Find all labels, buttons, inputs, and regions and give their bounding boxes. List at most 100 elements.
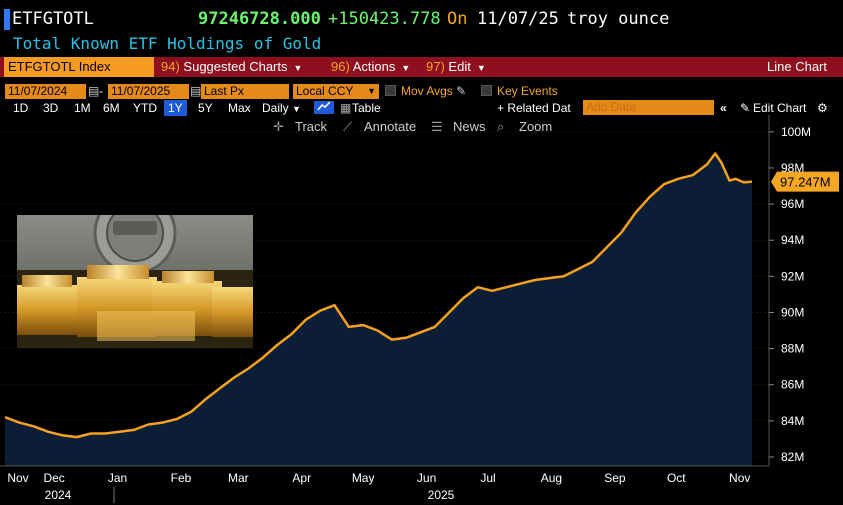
x-tick-label: Mar <box>228 471 249 485</box>
last-value-label: 97.247M <box>780 175 831 190</box>
period-ytd[interactable]: YTD <box>133 101 157 115</box>
x-tick-label: Nov <box>7 471 28 485</box>
x-tick-label: Jun <box>417 471 436 485</box>
y-tick-label: 82M <box>781 450 804 464</box>
date-range-dash: - <box>99 84 103 98</box>
period-toolbar: 1D 3D 1M 6M YTD 1Y 5Y Max Daily ▼ ▦ Tabl… <box>0 100 843 116</box>
period-1y[interactable]: 1Y <box>164 100 187 116</box>
period-max[interactable]: Max <box>228 101 251 115</box>
caret-down-icon: ▼ <box>476 63 486 73</box>
annotate-button[interactable]: Annotate <box>364 119 417 134</box>
x-tick-label: Sep <box>604 471 626 485</box>
start-date-field[interactable]: 11/07/2024 <box>5 84 86 99</box>
x-tick-label: Dec <box>43 471 64 485</box>
x-tick-label: Feb <box>171 471 192 485</box>
gold-bars-image <box>17 215 253 348</box>
suggested-charts-number: 94) <box>161 59 180 74</box>
x-tick-label: Nov <box>729 471 750 485</box>
end-date-field[interactable]: 11/07/2025 <box>108 84 189 99</box>
actions-label: Actions <box>352 59 396 74</box>
x-tick-label: Jan <box>108 471 127 485</box>
y-tick-label: 100M <box>781 125 811 139</box>
x-tick-label: May <box>352 471 375 485</box>
crosshair-icon[interactable]: ✛ <box>273 119 284 134</box>
period-3d[interactable]: 3D <box>43 101 59 115</box>
period-5y[interactable]: 5Y <box>198 101 213 115</box>
x-year-label: 2025 <box>428 488 455 502</box>
table-button[interactable]: Table <box>352 101 381 115</box>
x-tick-label: Oct <box>667 471 686 485</box>
y-tick-label: 88M <box>781 342 804 356</box>
checkbox-icon[interactable] <box>481 85 492 96</box>
suggested-charts-menu[interactable]: 94) Suggested Charts ▼ <box>161 57 302 77</box>
calendar-icon[interactable]: ▤ <box>88 84 100 98</box>
actions-menu[interactable]: 96) Actions ▼ <box>331 57 410 77</box>
last-price: 97246728.000 <box>198 9 321 29</box>
period-1m[interactable]: 1M <box>74 101 91 115</box>
y-tick-label: 94M <box>781 233 804 247</box>
frequency-label: Daily <box>262 101 289 115</box>
news-button[interactable]: News <box>453 119 486 134</box>
edit-chart-button[interactable]: Edit Chart <box>753 101 807 115</box>
line-chart-glyph <box>317 101 331 111</box>
y-tick-label: 92M <box>781 269 804 283</box>
pencil-icon[interactable]: ✎ <box>456 84 467 98</box>
checkbox-icon[interactable] <box>385 85 396 96</box>
collapse-icon[interactable]: « <box>720 101 727 115</box>
price-date: 11/07/25 <box>477 9 559 29</box>
magnifier-icon[interactable]: ⌕ <box>497 119 505 134</box>
currency-label: Local CCY <box>296 84 354 98</box>
caret-down-icon: ▼ <box>292 104 301 114</box>
mov-avgs-toggle[interactable]: Mov Avgs ✎ <box>385 84 466 99</box>
security-description: Total Known ETF Holdings of Gold <box>13 34 322 53</box>
y-tick-label: 98M <box>781 161 804 175</box>
key-events-toggle[interactable]: Key Events <box>481 84 558 99</box>
suggested-charts-label: Suggested Charts <box>183 59 288 74</box>
last-value-marker: 97.247M <box>771 171 839 192</box>
ticker-symbol[interactable]: ETFGTOTL <box>12 9 94 29</box>
add-data-input[interactable]: Add Data <box>583 100 714 115</box>
x-year-label: 2024 <box>45 488 72 502</box>
price-change: +150423.778 <box>328 9 441 29</box>
calendar-icon[interactable]: ▤ <box>190 84 202 98</box>
field-selector[interactable]: Last Px <box>201 84 289 99</box>
x-axis-ticks: Nov Dec Jan Feb Mar Apr May Jun Jul Aug Sep Oct Nov 2… <box>7 471 750 503</box>
command-cursor <box>4 9 10 30</box>
y-tick-label: 90M <box>781 305 804 319</box>
chart-tools: ✛ Track ⟋ Annotate ☰ News ⌕ Zoom <box>267 117 567 137</box>
edit-label: Edit <box>448 59 471 74</box>
security-header: ETFGTOTL 97246728.000 +150423.778 On 11/… <box>0 6 843 32</box>
y-tick-label: 84M <box>781 414 804 428</box>
period-6m[interactable]: 6M <box>103 101 120 115</box>
holdings-area <box>5 153 752 466</box>
on-label: On <box>447 9 468 29</box>
last-value-badge <box>771 171 839 192</box>
related-data-button[interactable]: + Related Dat <box>497 101 571 115</box>
track-button[interactable]: Track <box>295 119 328 134</box>
chart-type-label[interactable]: Line Chart <box>767 59 827 74</box>
frequency-selector[interactable]: Daily ▼ <box>262 100 301 116</box>
edit-menu[interactable]: 97) Edit ▼ <box>426 57 486 77</box>
news-icon[interactable]: ☰ <box>431 119 443 134</box>
caret-down-icon: ▼ <box>401 63 411 73</box>
annotate-icon[interactable]: ⟋ <box>343 119 353 134</box>
price-unit: troy ounce <box>567 9 670 29</box>
table-icon[interactable]: ▦ <box>340 101 352 115</box>
x-tick-label: Apr <box>292 471 311 485</box>
holdings-line <box>4 152 753 439</box>
line-chart-icon[interactable] <box>314 101 334 114</box>
zoom-button[interactable]: Zoom <box>519 119 553 134</box>
period-1d[interactable]: 1D <box>13 101 29 115</box>
pencil-icon[interactable]: ✎ <box>740 101 751 115</box>
edit-number: 97) <box>426 59 445 74</box>
y-axis-ticks: 82M 84M 86M 88M 90M 92M 94M 96M 98M 100M <box>769 125 811 464</box>
index-field[interactable]: ETFGTOTL Index <box>4 57 154 77</box>
caret-down-icon: ▼ <box>367 86 376 96</box>
gear-icon[interactable]: ⚙ <box>817 101 828 115</box>
x-tick-label: Aug <box>541 471 562 485</box>
mov-avgs-label: Mov Avgs <box>401 84 453 98</box>
function-toolbar: ETFGTOTL Index 94) Suggested Charts ▼ 96)… <box>0 57 843 77</box>
y-tick-label: 86M <box>781 378 804 392</box>
actions-number: 96) <box>331 59 350 74</box>
currency-selector[interactable]: Local CCY ▼ <box>293 84 379 99</box>
